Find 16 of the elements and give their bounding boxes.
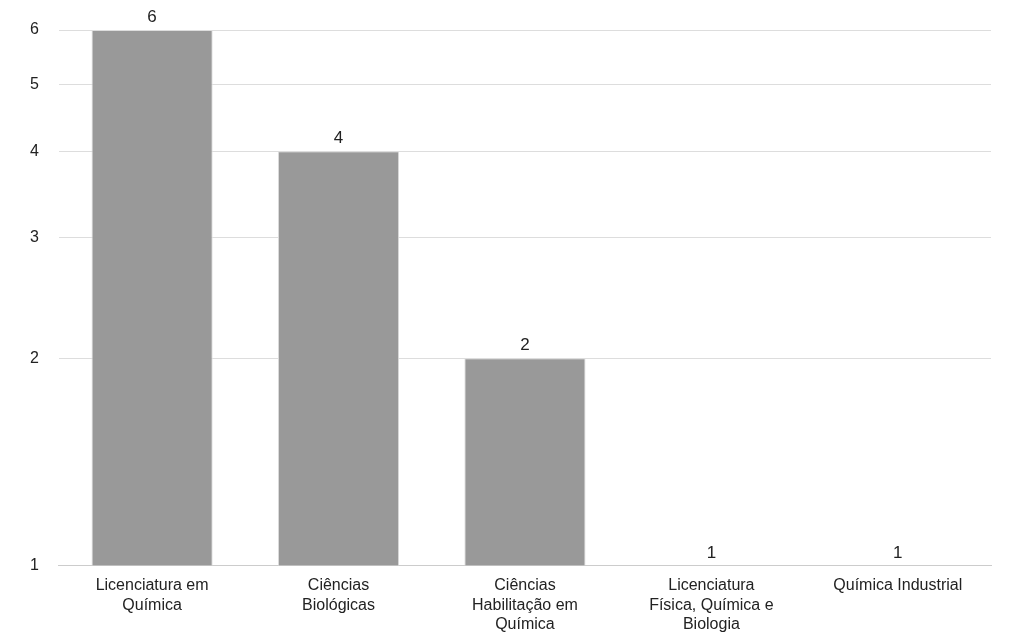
- y-tick-label: 2: [29, 348, 39, 366]
- y-tick-label: 4: [29, 141, 39, 159]
- x-tick-label: Ciências Habilitação em Química: [472, 576, 578, 632]
- x-tick-label: Licenciatura Física, Química e Biologia: [649, 576, 774, 632]
- data-label: 2: [520, 335, 530, 355]
- y-tick-label: 6: [29, 20, 39, 38]
- data-label: 1: [893, 542, 903, 562]
- data-label: 4: [333, 128, 344, 148]
- y-tick-label: 1: [29, 555, 39, 573]
- x-tick-label: Ciências Biológicas: [302, 576, 375, 613]
- data-label: 6: [147, 7, 157, 27]
- x-tick-label: Licenciatura em Química: [95, 576, 209, 613]
- data-label: 1: [706, 542, 717, 562]
- y-tick-label: 5: [29, 74, 39, 92]
- y-tick-label: 3: [29, 227, 39, 245]
- x-tick-label: Química Industrial: [833, 576, 963, 594]
